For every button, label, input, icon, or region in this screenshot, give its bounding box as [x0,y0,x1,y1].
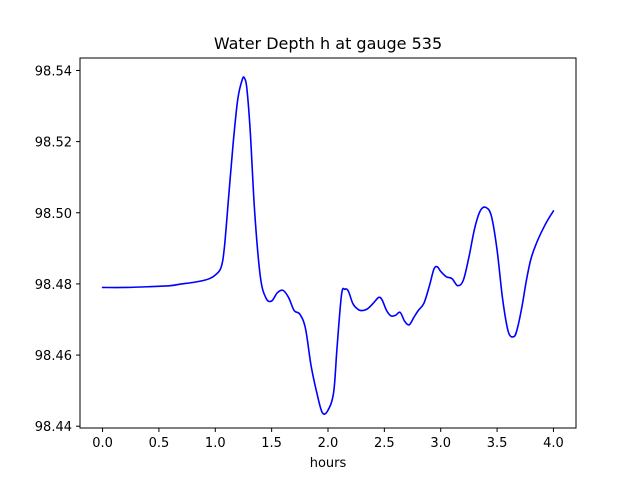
x-tick-label: 0.5 [149,436,170,451]
x-tick-label: 3.0 [430,436,451,451]
x-tick-label: 2.0 [318,436,339,451]
y-tick-label: 98.52 [35,136,72,151]
x-tick-label: 3.5 [487,436,508,451]
x-tick-label: 1.5 [261,436,282,451]
y-axis: 98.44 98.46 98.48 98.50 98.52 98.54 [35,64,80,435]
axes-frame [79,57,577,429]
x-axis: 0.0 0.5 1.0 1.5 2.0 2.5 3.0 3.5 4.0 [92,428,564,451]
x-tick-label: 2.5 [374,436,395,451]
x-tick-label: 4.0 [543,436,564,451]
y-tick-label: 98.50 [35,207,72,222]
x-axis-label: hours [310,456,347,471]
y-tick-label: 98.46 [35,349,72,364]
y-tick-label: 98.44 [35,420,72,435]
y-tick-label: 98.48 [35,278,72,293]
series-line-water-depth [101,76,555,415]
x-tick-label: 0.0 [92,436,113,451]
y-tick-label: 98.54 [35,64,72,79]
x-tick-label: 1.0 [205,436,226,451]
chart-title: Water Depth h at gauge 535 [214,34,442,53]
plot-area [101,76,555,415]
